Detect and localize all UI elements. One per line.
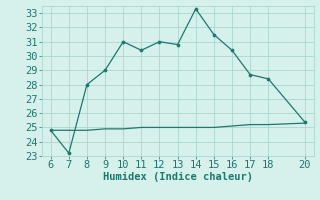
X-axis label: Humidex (Indice chaleur): Humidex (Indice chaleur) [103,172,252,182]
